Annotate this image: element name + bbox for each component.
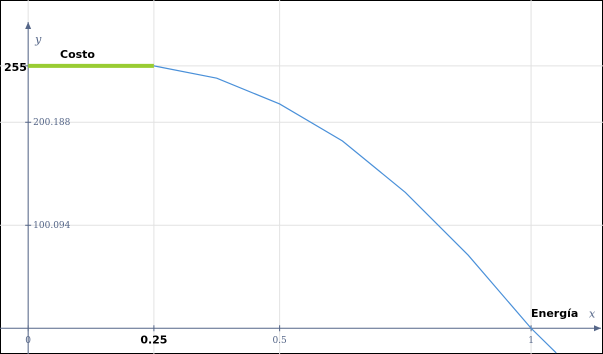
x-axis-label: x: [589, 307, 596, 320]
y-tick-label: 200.188: [33, 118, 70, 128]
x-tick-label: 1: [528, 336, 534, 346]
x-arrow: [594, 325, 601, 332]
y-arrow: [25, 22, 32, 29]
series-line: [153, 65, 557, 354]
labels: 0 0.25 0.5 1 100.094 200.188 255 x y Costo Energía: [4, 33, 596, 346]
x-tick-label: 0: [25, 336, 31, 346]
axes: [0, 22, 601, 354]
y-tick-label: 100.094: [33, 221, 70, 231]
x-tick-label: 0.25: [140, 333, 167, 346]
y-tick-label: 255: [4, 61, 27, 74]
x-tick-label: 0.5: [272, 336, 287, 346]
annotation: Energía: [531, 307, 578, 320]
annotation: Costo: [60, 48, 95, 61]
marks: [28, 63, 557, 354]
y-axis-label: y: [34, 33, 42, 46]
